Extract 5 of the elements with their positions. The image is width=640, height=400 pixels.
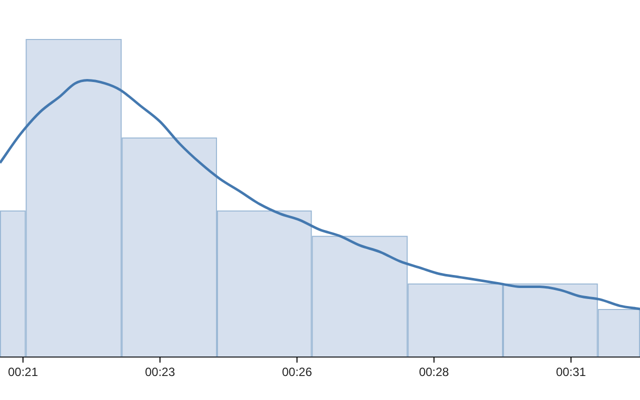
x-tick-label: 00:28 bbox=[418, 365, 450, 380]
x-tick-label: 00:23 bbox=[144, 365, 176, 380]
x-tick-label: 00:26 bbox=[282, 365, 312, 380]
x-tick-label: 00:21 bbox=[8, 365, 38, 380]
x-tick-label: 00:31 bbox=[556, 365, 586, 380]
